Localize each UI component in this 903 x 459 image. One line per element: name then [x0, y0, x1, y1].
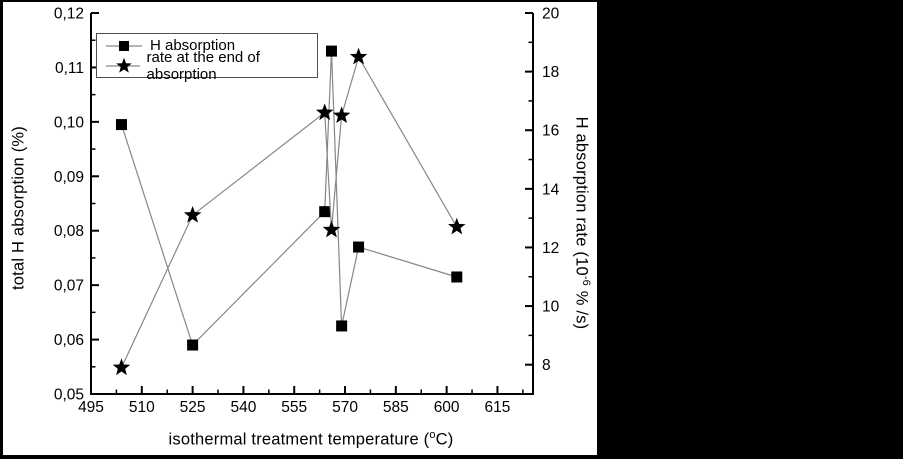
- data-point-square: [451, 271, 463, 283]
- series-line-star: [120, 55, 458, 368]
- x-tick-label: 525: [180, 399, 206, 416]
- y-right-tick-label: 8: [542, 357, 551, 374]
- y-right-tick-label: 18: [542, 64, 559, 81]
- x-tick-label: 570: [332, 399, 358, 416]
- legend-item-rate: rate at the end of absorption: [105, 49, 317, 83]
- y-right-tick-label: 12: [542, 240, 559, 257]
- legend: H absorption rate at the end of absorpti…: [96, 33, 318, 83]
- y-left-tick-label: 0,05: [54, 387, 84, 404]
- right-axis-title-post: % /s): [572, 286, 591, 330]
- data-point-star: [322, 220, 341, 238]
- y-left-tick-label: 0,12: [54, 6, 84, 23]
- data-point-star: [332, 106, 351, 124]
- data-point-square: [115, 119, 127, 131]
- y-right-tick-label: 20: [542, 6, 560, 23]
- data-point-star: [112, 358, 131, 376]
- x-tick-label: 510: [129, 399, 155, 416]
- x-tick-label: 600: [434, 399, 460, 416]
- y-right-tick-label: 14: [542, 181, 560, 198]
- series-line-square: [120, 51, 457, 347]
- data-point-square: [325, 45, 337, 57]
- x-axis-title: isothermal treatment temperature (oC): [168, 429, 454, 450]
- left-axis-title-text: total H absorption (%): [9, 126, 28, 290]
- data-point-square: [353, 241, 365, 253]
- y-left-tick-label: 0,06: [54, 332, 84, 349]
- x-axis-title-pre: isothermal treatment temperature (: [168, 430, 430, 449]
- data-point-star: [448, 217, 466, 235]
- y-right-tick-label: 10: [542, 299, 560, 316]
- x-axis-title-degree: o: [429, 429, 436, 441]
- chart-figure: 495 510 525 540 555 570 585 600 615 0,12 0,11 0,10 0…: [3, 2, 597, 455]
- x-tick-label: 555: [281, 399, 307, 416]
- y-left-tick-label: 0,08: [54, 223, 84, 240]
- data-point-square: [187, 339, 199, 351]
- right-axis-title-pre: H absorption rate (10: [572, 116, 591, 276]
- x-tick-label: 585: [383, 399, 409, 416]
- data-point-square: [336, 320, 348, 332]
- square-marker-icon: [106, 40, 142, 51]
- left-axis-title: total H absorption (%): [10, 126, 29, 290]
- y-left-tick-label: 0,07: [54, 278, 84, 295]
- right-axis-title-exponent: -6: [580, 275, 592, 287]
- legend-label-rate: rate at the end of absorption: [146, 48, 260, 83]
- x-tick-label: 495: [78, 399, 104, 416]
- right-axis-title: H absorption rate (10-6 % /s): [572, 116, 593, 330]
- star-marker-icon: [106, 57, 140, 73]
- legend-item-h-absorption: H absorption: [105, 36, 317, 56]
- plot-area: 495 510 525 540 555 570 585 600 615 0,12 0,11 0,10 0…: [54, 6, 560, 417]
- legend-label-h-absorption: H absorption: [150, 37, 236, 54]
- data-point-star: [315, 103, 334, 121]
- x-tick-label: 615: [484, 399, 510, 416]
- data-point-square: [319, 206, 331, 218]
- data-point-star: [349, 47, 368, 65]
- data-point-star: [183, 206, 202, 223]
- x-tick-label: 540: [230, 399, 256, 416]
- y-left-tick-label: 0,11: [55, 60, 84, 77]
- y-right-tick-label: 16: [542, 123, 559, 140]
- y-left-tick-label: 0,09: [54, 169, 84, 186]
- x-axis-title-post: C): [435, 430, 454, 449]
- y-left-tick-label: 0,10: [54, 114, 85, 131]
